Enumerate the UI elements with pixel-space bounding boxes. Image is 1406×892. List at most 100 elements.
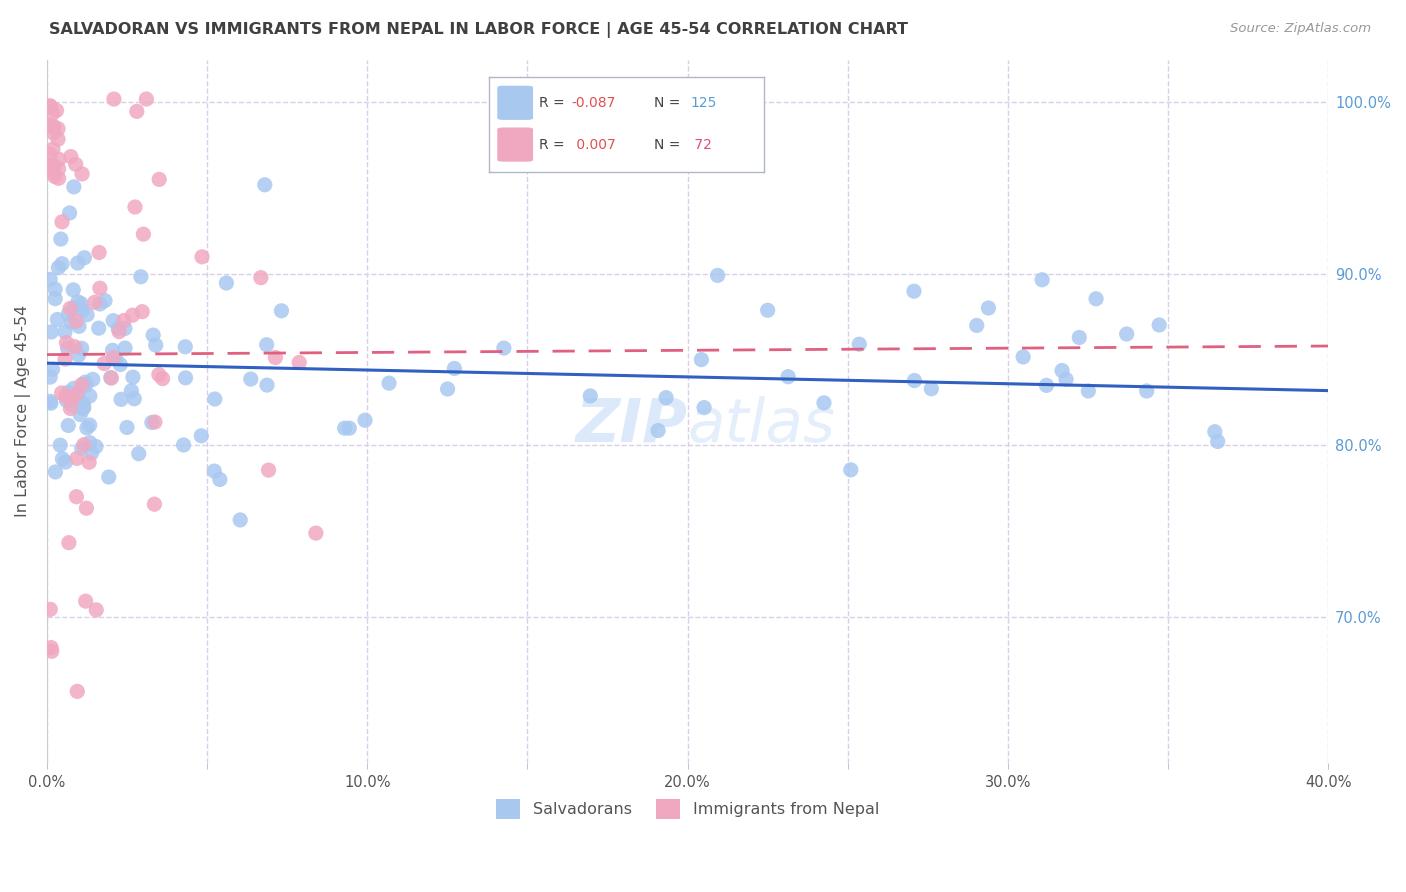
Point — [56, 341, 79, 355]
Point — [66, 294, 89, 309]
Point — [58, 307, 80, 321]
Point — [72, 303, 94, 318]
Point — [190, 429, 212, 443]
Point — [115, 420, 138, 434]
Point — [70, 341, 93, 355]
Point — [62, 381, 84, 395]
Point — [51, 215, 73, 229]
Point — [39, 272, 62, 286]
Point — [65, 387, 87, 401]
Point — [79, 389, 101, 403]
Point — [1085, 292, 1108, 306]
Point — [84, 440, 107, 454]
Point — [58, 206, 80, 220]
Point — [73, 251, 96, 265]
Point — [288, 355, 311, 369]
Point — [76, 421, 98, 435]
Point — [1069, 330, 1091, 344]
Point — [191, 250, 214, 264]
Point — [215, 276, 238, 290]
Point — [66, 451, 89, 466]
Point — [70, 296, 93, 310]
Text: SALVADORAN VS IMMIGRANTS FROM NEPAL IN LABOR FORCE | AGE 45-54 CORRELATION CHART: SALVADORAN VS IMMIGRANTS FROM NEPAL IN L… — [49, 22, 908, 38]
Point — [122, 392, 145, 406]
Point — [97, 470, 120, 484]
Point — [122, 370, 145, 384]
Point — [89, 297, 111, 311]
Point — [77, 455, 100, 469]
Point — [41, 165, 63, 179]
Point — [1012, 350, 1035, 364]
Point — [44, 282, 66, 296]
Text: atlas: atlas — [688, 396, 835, 455]
Point — [39, 640, 62, 655]
Point — [67, 348, 90, 362]
Point — [253, 178, 276, 192]
Point — [436, 382, 458, 396]
Point — [39, 147, 62, 161]
Point — [55, 390, 77, 404]
Point — [75, 501, 97, 516]
Point — [1206, 434, 1229, 449]
Point — [229, 513, 252, 527]
Point — [94, 293, 117, 308]
Point — [1115, 326, 1137, 341]
Point — [87, 321, 110, 335]
Point — [65, 314, 87, 328]
Point — [49, 438, 72, 452]
Point — [70, 167, 93, 181]
Point — [903, 374, 925, 388]
Point — [903, 284, 925, 298]
Point — [39, 99, 62, 113]
Point — [39, 370, 62, 384]
Point — [44, 465, 66, 479]
Point — [48, 171, 70, 186]
Point — [41, 644, 63, 658]
Point — [41, 362, 63, 376]
Point — [378, 376, 401, 391]
Text: ZIP: ZIP — [575, 396, 688, 455]
Point — [112, 313, 135, 327]
Point — [84, 603, 107, 617]
Point — [337, 421, 360, 435]
Point — [83, 295, 105, 310]
Point — [79, 435, 101, 450]
Point — [66, 684, 89, 698]
Point — [51, 257, 73, 271]
Point — [152, 371, 174, 385]
Point — [41, 107, 63, 121]
Point — [39, 158, 62, 172]
Point — [70, 442, 93, 456]
Point — [55, 393, 77, 408]
Point — [103, 313, 125, 327]
Point — [69, 408, 91, 422]
Point — [239, 372, 262, 386]
Point — [42, 126, 65, 140]
Point — [270, 303, 292, 318]
Legend: Salvadorans, Immigrants from Nepal: Salvadorans, Immigrants from Nepal — [489, 793, 886, 825]
Point — [966, 318, 988, 333]
Point — [93, 356, 115, 370]
Point — [131, 304, 153, 318]
Point — [202, 464, 225, 478]
Point — [778, 369, 800, 384]
Point — [848, 337, 870, 351]
Point — [63, 340, 86, 354]
Point — [58, 535, 80, 549]
Point — [42, 120, 65, 135]
Point — [128, 447, 150, 461]
Point — [100, 370, 122, 384]
Point — [73, 437, 96, 451]
Point — [655, 391, 678, 405]
Point — [124, 200, 146, 214]
Point — [42, 119, 65, 133]
Point — [108, 325, 131, 339]
Point — [48, 260, 70, 275]
Point — [1054, 372, 1077, 386]
Point — [58, 418, 80, 433]
Point — [104, 351, 127, 366]
Point — [45, 103, 67, 118]
Point — [110, 358, 132, 372]
Point — [132, 227, 155, 242]
Point — [354, 413, 377, 427]
